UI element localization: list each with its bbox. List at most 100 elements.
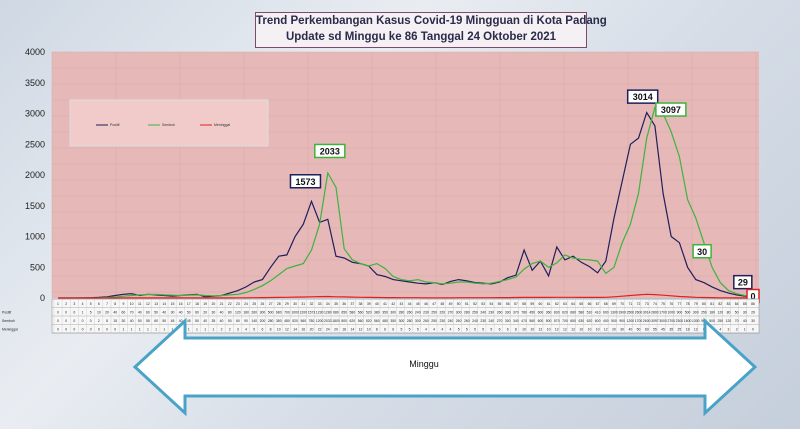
table-value-cell: 0 xyxy=(65,310,67,314)
table-week-cell: 28 xyxy=(277,302,281,306)
table-value-cell: 260 xyxy=(456,319,462,323)
table-value-cell: 650 xyxy=(570,319,576,323)
table-week-cell: 68 xyxy=(604,302,608,306)
table-value-cell: 0 xyxy=(82,319,84,323)
table-value-cell: 50 xyxy=(637,327,641,331)
table-value-cell: 40 xyxy=(220,310,224,314)
table-value-cell: 5 xyxy=(400,327,402,331)
table-value-cell: 300 xyxy=(456,310,462,314)
table-value-cell: 900 xyxy=(677,310,683,314)
table-week-cell: 44 xyxy=(408,302,412,306)
table-value-cell: 12 xyxy=(571,327,575,331)
table-value-cell: 220 xyxy=(439,310,445,314)
callout-box xyxy=(314,143,346,159)
table-week-cell: 85 xyxy=(743,302,747,306)
table-value-cell: 680 xyxy=(276,310,282,314)
table-value-cell: 40 xyxy=(203,319,207,323)
table-value-cell: 580 xyxy=(578,310,584,314)
legend-box xyxy=(69,99,269,147)
table-week-cell: 4 xyxy=(82,302,84,306)
table-value-cell: 260 xyxy=(464,319,470,323)
table-value-cell: 2600 xyxy=(643,319,651,323)
table-week-cell: 86 xyxy=(751,302,755,306)
table-value-cell: 830 xyxy=(554,310,560,314)
table-week-cell: 18 xyxy=(195,302,199,306)
callout-label: 1573 xyxy=(295,177,315,187)
table-week-cell: 19 xyxy=(203,302,207,306)
table-value-cell: 480 xyxy=(284,319,290,323)
table-week-cell: 37 xyxy=(350,302,354,306)
table-value-cell: 6 xyxy=(392,327,394,331)
table-value-cell: 50 xyxy=(195,319,199,323)
table-week-cell: 30 xyxy=(293,302,297,306)
table-value-cell: 520 xyxy=(366,310,372,314)
table-value-cell: 680 xyxy=(333,310,339,314)
table-week-cell: 41 xyxy=(383,302,387,306)
table-value-cell: 60 xyxy=(236,319,240,323)
table-week-cell: 45 xyxy=(416,302,420,306)
table-value-cell: 20 xyxy=(203,310,207,314)
table-value-cell: 1300 xyxy=(692,319,700,323)
y-tick-label: 2500 xyxy=(25,139,45,149)
table-week-cell: 23 xyxy=(236,302,240,306)
table-value-cell: 45 xyxy=(171,319,175,323)
table-value-cell: 240 xyxy=(489,319,495,323)
minggu-arrow: Minggu xyxy=(132,317,758,417)
table-value-cell: 260 xyxy=(497,310,503,314)
table-value-cell: 1 xyxy=(163,327,165,331)
table-value-cell: 600 xyxy=(595,319,601,323)
table-value-cell: 1573 xyxy=(308,310,316,314)
table-week-cell: 66 xyxy=(588,302,592,306)
legend: Positif Sembuh Meninggal xyxy=(69,99,269,147)
table-value-cell: 0 xyxy=(98,327,100,331)
callout-label: 30 xyxy=(697,247,707,257)
table-value-cell: 600 xyxy=(603,310,609,314)
table-week-cell: 6 xyxy=(98,302,100,306)
table-value-cell: 24 xyxy=(326,327,330,331)
series-line-positif xyxy=(58,111,753,299)
table-value-cell: 70 xyxy=(130,310,134,314)
table-week-cell: 13 xyxy=(154,302,158,306)
table-week-cell: 77 xyxy=(678,302,682,306)
table-value-cell: 2 xyxy=(736,327,738,331)
table-value-cell: 55 xyxy=(146,319,150,323)
callout-label: 3097 xyxy=(661,105,681,115)
table-value-cell: 30 xyxy=(122,319,126,323)
table-week-cell: 73 xyxy=(645,302,649,306)
chart-title: Trend Perkembangan Kasus Covid-19 Minggu… xyxy=(256,15,607,27)
table-week-cell: 59 xyxy=(530,302,534,306)
table-value-cell: 510 xyxy=(587,310,593,314)
table-value-cell: 0 xyxy=(82,327,84,331)
table-value-cell: 10 xyxy=(277,327,281,331)
table-value-cell: 30 xyxy=(171,310,175,314)
table-value-cell: 250 xyxy=(701,310,707,314)
table-value-cell: 20 xyxy=(310,327,314,331)
table-value-cell: 700 xyxy=(562,319,568,323)
table-value-cell: 0 xyxy=(65,319,67,323)
table-value-cell: 45 xyxy=(661,327,665,331)
table-week-cell: 52 xyxy=(473,302,477,306)
table-value-cell: 480 xyxy=(382,319,388,323)
table-value-cell: 10 xyxy=(547,327,551,331)
table-week-cell: 2 xyxy=(65,302,67,306)
table-value-cell: 8 xyxy=(515,327,517,331)
table-week-cell: 7 xyxy=(106,302,108,306)
table-value-cell: 20 xyxy=(334,327,338,331)
table-value-cell: 45 xyxy=(187,319,191,323)
table-value-cell: 2033 xyxy=(324,319,332,323)
table-value-cell: 300 xyxy=(399,319,405,323)
table-week-cell: 80 xyxy=(702,302,706,306)
legend-label-meninggal: Meninggal xyxy=(214,123,230,127)
table-value-cell: 800 xyxy=(341,319,347,323)
table-value-cell: 300 xyxy=(260,310,266,314)
y-tick-label: 2000 xyxy=(25,170,45,180)
table-week-cell: 56 xyxy=(506,302,510,306)
table-value-cell: 70 xyxy=(735,319,739,323)
table-week-cell: 39 xyxy=(367,302,371,306)
y-tick-label: 500 xyxy=(30,262,45,272)
table-value-cell: 5 xyxy=(458,327,460,331)
table-week-cell: 74 xyxy=(653,302,657,306)
table-week-cell: 22 xyxy=(228,302,232,306)
table-value-cell: 350 xyxy=(382,310,388,314)
table-value-cell: 1000 xyxy=(291,310,299,314)
